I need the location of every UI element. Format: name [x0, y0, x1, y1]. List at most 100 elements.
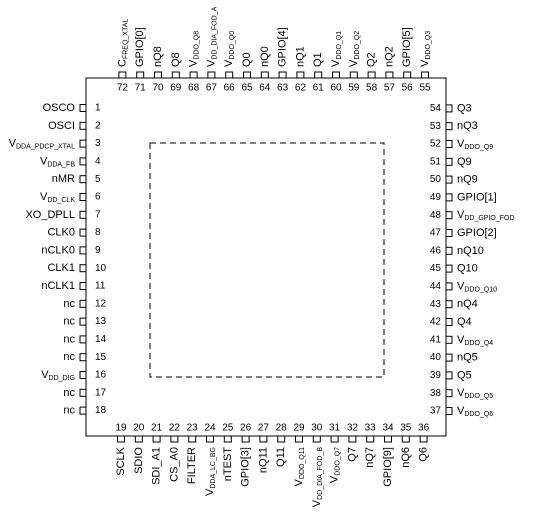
pin-name: CS_A0	[168, 447, 180, 482]
pin-number: 15	[95, 352, 107, 363]
pin-label: VDDA_PDCP_XTAL	[9, 138, 75, 151]
pin-label: VDDO_Q0	[223, 31, 236, 67]
pin-label: GPIO[3]	[240, 447, 252, 487]
pin-stub	[445, 282, 453, 291]
pin-number: 13	[95, 316, 107, 327]
pin-stub	[117, 435, 125, 443]
pin-number: 41	[430, 334, 442, 345]
pin-label: VDDO_Q3	[419, 31, 432, 67]
pin-number: 2	[95, 120, 101, 131]
pin-number: 48	[430, 210, 442, 221]
pin-label: nQ5	[457, 352, 478, 364]
pin-label: Q6	[418, 447, 430, 462]
pin-name: V	[329, 475, 341, 483]
pin-stub	[385, 71, 394, 79]
pin-stub	[79, 299, 87, 308]
pin-name: nCLK1	[41, 280, 75, 292]
pin-name: V	[9, 138, 17, 150]
pin-label: VDDO_Q6	[457, 405, 493, 418]
pin-name: Q3	[457, 102, 472, 114]
pin-stub	[79, 175, 87, 184]
pin-stub	[445, 353, 453, 362]
pin-name: nTEST	[222, 447, 234, 482]
pin-stub	[206, 435, 214, 443]
pin-name: V	[457, 405, 465, 417]
pin-name: V	[330, 59, 342, 67]
pin-number: 42	[430, 317, 442, 328]
pin-subscript: DDA_FB	[47, 162, 75, 169]
pin-stub	[136, 71, 145, 79]
pin-stub	[189, 71, 198, 79]
pin-label: nQ11	[257, 447, 269, 473]
pin-number: 22	[169, 423, 181, 434]
pin-number: 51	[430, 156, 442, 167]
pin-subscript: DD_GPIO_FOD	[464, 216, 514, 223]
pin-subscript: DD_DIA_FOD_A	[212, 6, 219, 59]
pin-number: 24	[204, 423, 216, 434]
pin-number: 27	[258, 423, 270, 434]
pin-number: 40	[430, 352, 442, 363]
pin-number: 9	[95, 245, 101, 256]
pin-name: nQ10	[457, 245, 484, 257]
pin-label: nc	[63, 405, 75, 417]
pin-stub	[243, 71, 251, 79]
pin-stub	[154, 71, 162, 79]
pin-label: VDD_DIA_FOD_B	[311, 447, 324, 508]
pin-stub	[445, 229, 453, 237]
pin-number: 62	[295, 83, 307, 94]
pin-stub	[277, 435, 286, 443]
pin-label: XO_DPLL	[25, 209, 75, 221]
pin-number: 69	[170, 83, 182, 94]
pin-name: GPIO[9]	[382, 447, 394, 487]
pin-stub	[79, 193, 87, 201]
pin-stub	[445, 407, 453, 415]
pin-subscript: DD_CLK	[47, 197, 75, 204]
pin-number: 35	[400, 423, 412, 434]
pin-number: 52	[430, 139, 442, 150]
pin-number: 47	[430, 228, 442, 239]
pin-label: nQ10	[457, 245, 484, 257]
pin-subscript: DDO_Q3	[425, 31, 432, 60]
pin-name: GPIO[5]	[401, 27, 413, 67]
pin-stub	[348, 435, 357, 443]
pin-label: nQ6	[400, 447, 412, 468]
pin-label: CFREQ_XTAL	[116, 19, 129, 67]
pin-stub	[445, 335, 453, 344]
pin-label: VDDO_Q11	[293, 447, 306, 487]
pin-stub	[445, 157, 453, 166]
pin-stub	[445, 193, 453, 202]
pin-stub	[79, 406, 87, 415]
pin-label: GPIO[4]	[277, 27, 289, 67]
pin-number: 4	[95, 156, 101, 167]
pin-label: VDD_DIA_FOD_A	[205, 6, 218, 67]
pin-stub	[188, 435, 197, 443]
pin-name: Q2	[366, 52, 378, 67]
pin-number: 63	[277, 83, 289, 94]
pin-number: 18	[95, 405, 107, 416]
pin-stub	[118, 71, 127, 79]
pin-subscript: DDO_Q0	[230, 31, 237, 60]
pin-number: 1	[95, 103, 101, 114]
pin-stub	[170, 435, 179, 443]
pin-number: 53	[430, 121, 442, 132]
pin-number: 25	[222, 423, 234, 434]
pin-label: CLK1	[47, 262, 75, 274]
pin-label: VDDO_Q1	[330, 31, 343, 67]
pin-number: 56	[402, 83, 414, 94]
pin-stub	[295, 435, 303, 443]
pin-stub	[79, 282, 87, 290]
pin-name: nc	[63, 298, 75, 310]
pin-name: Q0	[241, 52, 253, 67]
pin-stub	[445, 140, 453, 148]
pin-subscript: DDO_Q10	[464, 287, 497, 294]
pin-number: 36	[418, 423, 430, 434]
pin-stub	[312, 435, 321, 443]
pin-stub	[421, 71, 429, 79]
pin-subscript: DD_DIG	[49, 375, 75, 382]
pin-name: V	[457, 138, 465, 150]
pin-name: CLK0	[47, 227, 75, 239]
pin-label: VDD_GPIO_FOD	[457, 209, 515, 222]
pin-label: GPIO[9]	[382, 447, 394, 487]
pin-name: Q1	[312, 52, 324, 67]
pin-number: 59	[348, 83, 360, 94]
